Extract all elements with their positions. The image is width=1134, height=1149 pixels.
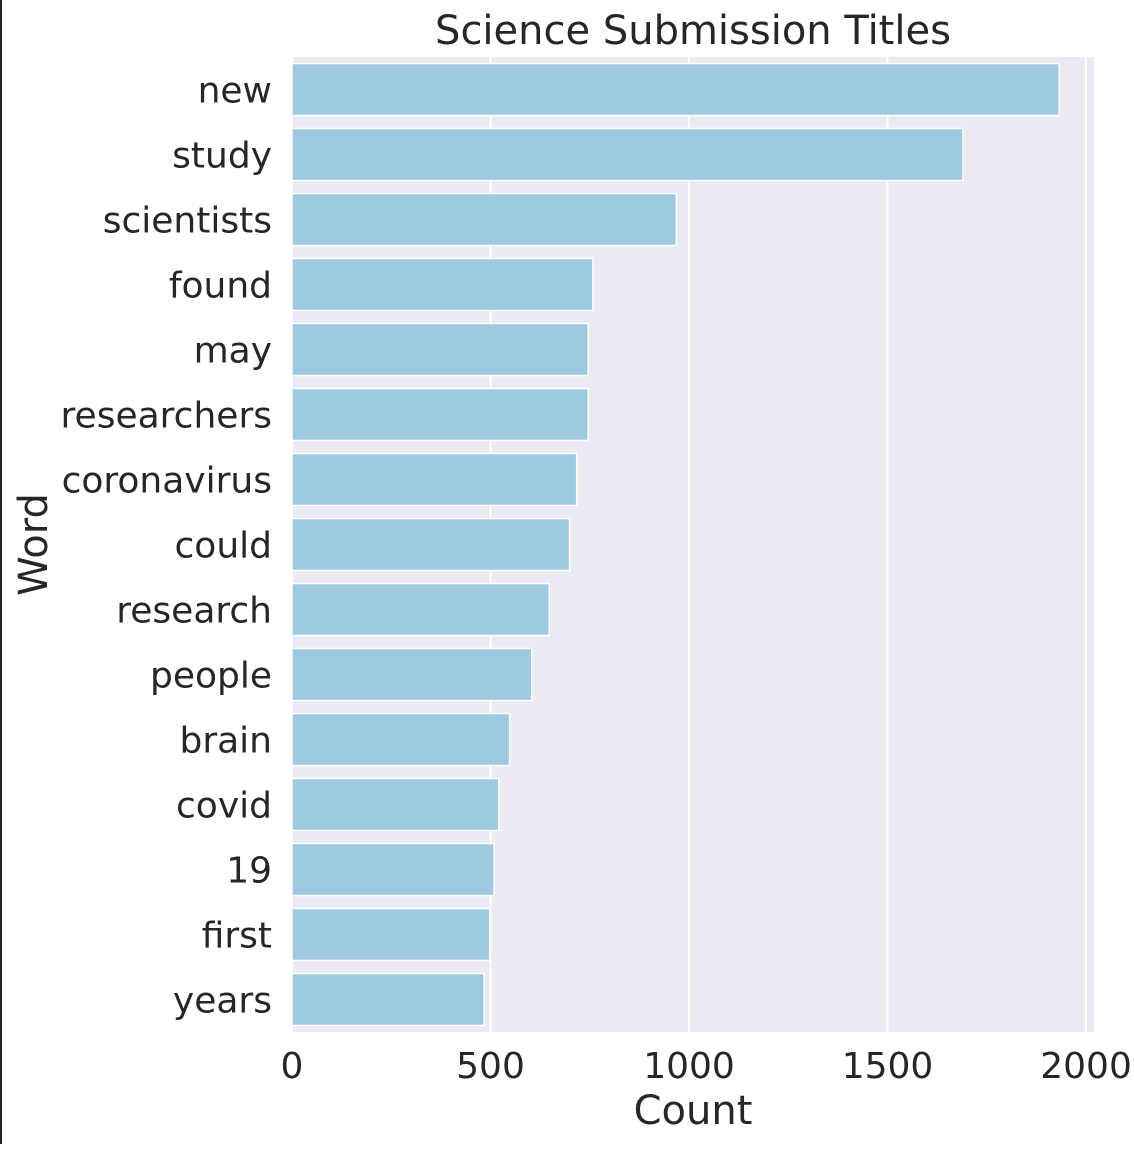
bar-19: [291, 842, 495, 897]
bar-first: [291, 907, 491, 962]
x-tick-label: 500: [456, 1046, 525, 1087]
y-tick-labels: new study scientists found may researchers cor…: [61, 71, 272, 1022]
y-tick-label: could: [175, 526, 273, 567]
x-tick-label: 0: [281, 1046, 304, 1087]
bar-study: [291, 127, 964, 182]
y-axis-label: Word: [11, 493, 57, 596]
y-tick-label: scientists: [103, 201, 272, 242]
y-tick-label: coronavirus: [62, 461, 272, 502]
chart-title: Science Submission Titles: [435, 8, 951, 54]
y-tick-label: 19: [226, 851, 272, 892]
y-tick-label: people: [150, 656, 272, 697]
x-tick-label: 1500: [842, 1046, 934, 1087]
bar-brain: [291, 712, 511, 767]
y-tick-label: new: [198, 71, 272, 112]
x-axis-label: Count: [634, 1088, 753, 1134]
bar-research: [291, 582, 551, 637]
y-tick-label: found: [169, 266, 272, 307]
y-tick-label: first: [202, 916, 272, 957]
bar-could: [291, 517, 571, 572]
x-tick-labels: 0 500 1000 1500 2000: [281, 1046, 1132, 1087]
bar-covid: [291, 777, 500, 832]
y-tick-label: may: [194, 331, 272, 372]
bar-people: [291, 647, 533, 702]
y-tick-label: brain: [179, 721, 272, 762]
x-tick-label: 1000: [643, 1046, 735, 1087]
y-tick-label: researchers: [61, 396, 272, 437]
bar-scientists: [291, 192, 678, 247]
y-tick-label: study: [172, 136, 272, 177]
y-tick-label: years: [173, 981, 272, 1022]
bar-found: [291, 257, 594, 312]
y-tick-label: covid: [176, 786, 272, 827]
bar-new: [291, 62, 1060, 117]
bar-years: [291, 972, 485, 1027]
bar-may: [291, 322, 589, 377]
x-tick-label: 2000: [1040, 1046, 1132, 1087]
bar-researchers: [291, 387, 589, 442]
bars: [291, 62, 1060, 1027]
y-tick-label: research: [116, 591, 272, 632]
bar-coronavirus: [291, 452, 578, 507]
